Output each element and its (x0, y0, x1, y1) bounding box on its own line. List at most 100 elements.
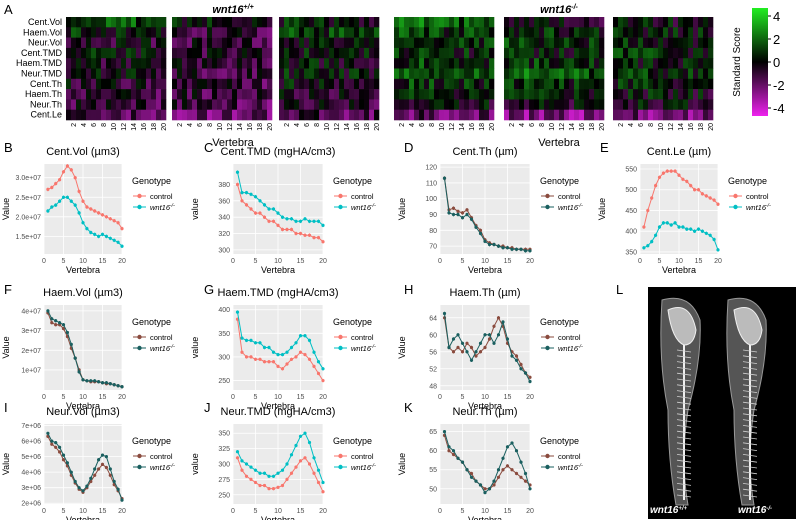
heatmap-cell (569, 99, 575, 110)
heatmap-cell (182, 27, 188, 38)
data-point (303, 217, 307, 221)
heatmap-cell (698, 47, 704, 59)
ytick-label: 2e+07 (21, 348, 41, 355)
ytick-label: 250 (218, 492, 230, 499)
heatmap-cell (504, 47, 510, 59)
heatmap-cell (349, 37, 355, 49)
heatmap-cell (101, 68, 107, 80)
data-point (271, 350, 276, 354)
data-point (100, 453, 105, 457)
heatmap-cell (161, 68, 167, 80)
data-point (104, 234, 108, 238)
data-point (456, 209, 460, 213)
heatmap-cell (101, 17, 107, 28)
heatmap-cell (284, 17, 290, 28)
heatmap-cell (429, 78, 435, 90)
heatmap-cell (549, 89, 555, 100)
data-point (677, 225, 681, 229)
heatmap-cell (658, 109, 664, 121)
ct-vertebra (742, 483, 758, 486)
heatmap-cell (161, 47, 167, 59)
chart-title: Cent.Vol (µm3) (46, 146, 120, 158)
heatmap-cell (683, 37, 689, 49)
data-point (316, 219, 321, 223)
heatmap-cell (444, 89, 450, 100)
series-wnt16 (235, 310, 325, 371)
heatmap-cell (182, 89, 188, 100)
series-wnt16 (46, 431, 124, 502)
heatmap-xtick: 14 (569, 123, 576, 131)
heatmap-cell (329, 47, 335, 59)
legend-swatch-control-point (545, 453, 550, 459)
heatmap-cell (212, 58, 218, 69)
data-point (69, 342, 73, 346)
heatmap-cell (424, 68, 430, 80)
data-point (69, 470, 73, 474)
legend-swatch-mutant-point (545, 345, 550, 351)
heatmap-cell (419, 17, 425, 28)
heatmap-cell (182, 68, 188, 80)
data-point (669, 223, 673, 227)
xtick-label: 20 (526, 258, 534, 265)
heatmap-cell (267, 58, 273, 69)
legend-swatch-mutant-point (137, 204, 142, 210)
heatmap-xtick: 8 (429, 123, 436, 127)
heatmap-cell (339, 47, 345, 59)
heatmap-cell (519, 37, 525, 49)
heatmap-cell (197, 27, 203, 38)
heatmap-cell (643, 27, 649, 38)
xtick-label: 10 (481, 258, 489, 265)
legend-label-control: control (558, 192, 581, 201)
data-point (712, 237, 716, 242)
data-point (280, 227, 285, 232)
heatmap-title-mutant: wnt16-/- (540, 4, 578, 16)
heatmap-cell (489, 78, 495, 90)
series-wnt16 (442, 430, 532, 495)
heatmap-cell (623, 89, 629, 100)
data-point (496, 468, 501, 472)
heatmap-cell (574, 47, 580, 59)
heatmap-cell (434, 27, 440, 38)
heatmap-cell (648, 109, 654, 121)
heatmap-cell (232, 89, 238, 100)
heatmap-cell (182, 47, 188, 59)
heatmap-cell (222, 37, 228, 49)
data-point (478, 341, 483, 345)
heatmap-cell (549, 78, 555, 90)
ct-label-wildtype-main: wnt16 (650, 505, 679, 516)
ytick-label: 52 (429, 366, 437, 373)
heatmap-cell (126, 99, 132, 110)
heatmap-cell (161, 17, 167, 28)
colorbar-tick-label: -4 (773, 101, 785, 116)
legend-title: Genotype (540, 176, 579, 186)
heatmap-cell (364, 27, 370, 38)
xtick-label: 0 (42, 508, 46, 515)
heatmap-cell (212, 89, 218, 100)
data-point (244, 474, 249, 478)
heatmap-cell (444, 47, 450, 59)
heatmap-cell (192, 17, 198, 28)
heatmap-cell (334, 68, 340, 80)
heatmap-cell (529, 37, 535, 49)
data-point (447, 211, 451, 215)
heatmap-cell (399, 58, 405, 69)
heatmap-cell (559, 58, 565, 69)
heatmap-cell (574, 109, 580, 121)
heatmap-cell (96, 37, 102, 49)
heatmap-cell (146, 17, 152, 28)
heatmap-cell (653, 68, 659, 80)
legend-label-mutant: wnt16-/- (746, 203, 771, 212)
heatmap-cell (141, 89, 147, 100)
heatmap-xtick: 4 (187, 123, 194, 127)
heatmap-cell (156, 58, 162, 69)
heatmap-cell (574, 27, 580, 38)
heatmap-cell (66, 37, 72, 49)
heatmap-cell (324, 37, 330, 49)
heatmap-cell (146, 99, 152, 110)
data-point (46, 209, 50, 213)
heatmap-cell (678, 78, 684, 90)
data-point (65, 195, 69, 199)
heatmap-cell (599, 47, 605, 59)
heatmap-cell (509, 17, 515, 28)
heatmap-cell (131, 47, 137, 59)
